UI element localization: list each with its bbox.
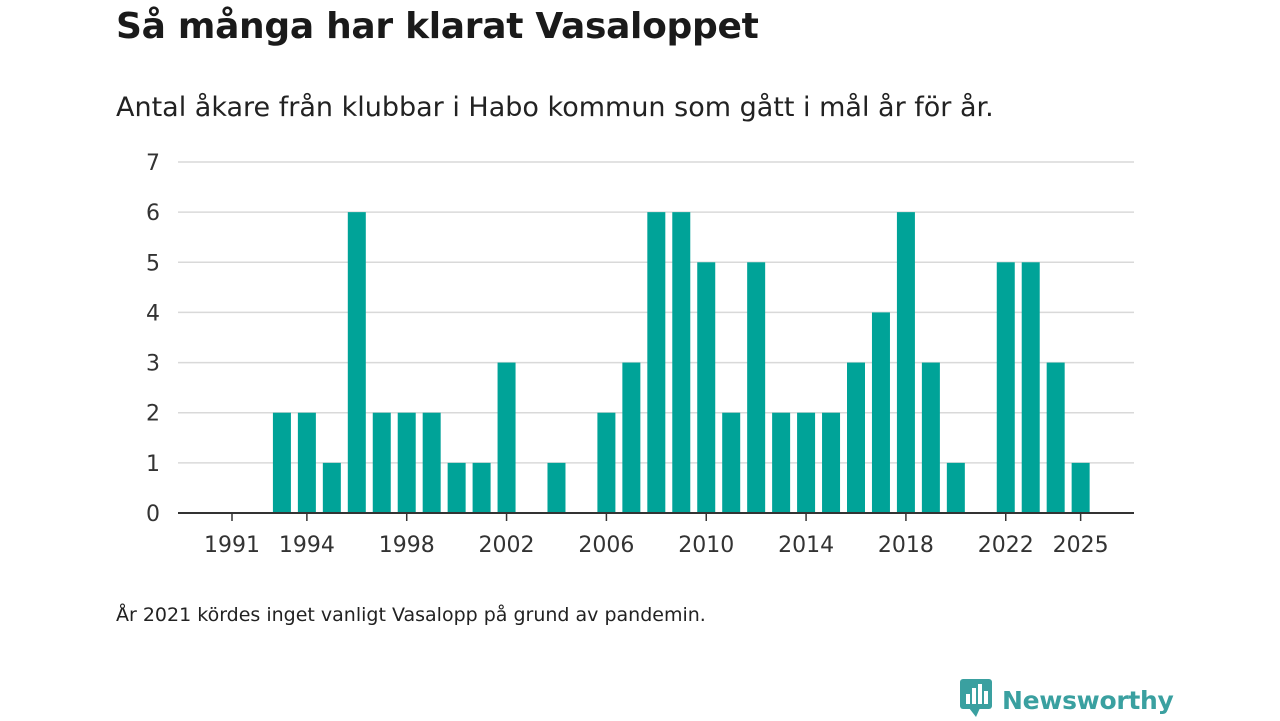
axes: 0 1 2 3 4 5 6 7 1991 1994 1998 2002 2006 2010 2014 2018…	[146, 151, 1134, 558]
x-tick-label: 2010	[678, 533, 734, 558]
x-tick-label: 2006	[578, 533, 634, 558]
bar-2012	[747, 262, 766, 513]
bar-2014	[797, 412, 816, 513]
bar-2004	[547, 462, 566, 513]
x-tick-label: 2025	[1053, 533, 1109, 558]
bar-2008	[647, 212, 666, 513]
bars	[272, 212, 1090, 513]
y-tick-label: 2	[146, 402, 160, 427]
bar-1999	[422, 412, 441, 513]
x-tick-label: 1998	[379, 533, 435, 558]
x-tick-label: 1991	[204, 533, 260, 558]
bar-2016	[847, 362, 865, 513]
bar-2025	[1071, 462, 1090, 513]
bar-1995	[322, 462, 341, 513]
y-tick-label: 6	[146, 201, 160, 226]
bar-2018	[896, 212, 915, 513]
bar-2017	[871, 312, 890, 513]
y-tick-label: 0	[146, 502, 160, 527]
bar-2023	[1021, 262, 1040, 513]
brand-logo[interactable]: Newsworthy	[960, 679, 1174, 721]
brand-name: Newsworthy	[1002, 685, 1174, 715]
bar-2011	[722, 412, 741, 513]
y-tick-label: 5	[146, 251, 160, 276]
chart-bubble-icon	[960, 679, 992, 721]
chart-title: Så många har klarat Vasaloppet	[116, 6, 759, 47]
footnote: År 2021 kördes inget vanligt Vasalopp på…	[116, 604, 706, 626]
bar-2000	[447, 462, 466, 513]
x-tick-label: 2002	[479, 533, 535, 558]
bar-2024	[1046, 362, 1065, 513]
bar-2019	[921, 362, 940, 513]
bar-1993	[272, 412, 291, 513]
bar-2015	[822, 412, 841, 513]
bar-2010	[697, 262, 716, 513]
bar-1994	[297, 412, 316, 513]
x-tick-label: 2018	[878, 533, 934, 558]
y-tick-label: 7	[146, 151, 160, 176]
bar-1997	[372, 412, 391, 513]
bar-2006	[597, 412, 616, 513]
chart-subtitle: Antal åkare från klubbar i Habo kommun s…	[116, 92, 994, 123]
bar-2002	[497, 362, 516, 513]
bar-2009	[672, 212, 691, 513]
bar-1998	[397, 412, 416, 513]
bar-2022	[996, 262, 1015, 513]
y-tick-label: 4	[146, 301, 160, 326]
y-tick-label: 3	[146, 352, 160, 377]
bar-2013	[772, 412, 791, 513]
bar-1996	[347, 212, 366, 513]
x-tick-label: 2022	[978, 533, 1034, 558]
bar-2020	[946, 462, 965, 513]
x-tick-label: 2014	[778, 533, 834, 558]
bar-2007	[622, 362, 641, 513]
bar-chart: 0 1 2 3 4 5 6 7 1991 1994 1998 2002 2006 2010 2014 2018…	[146, 151, 1134, 558]
bar-2001	[472, 462, 491, 513]
y-tick-label: 1	[146, 452, 160, 477]
x-tick-label: 1994	[279, 533, 335, 558]
